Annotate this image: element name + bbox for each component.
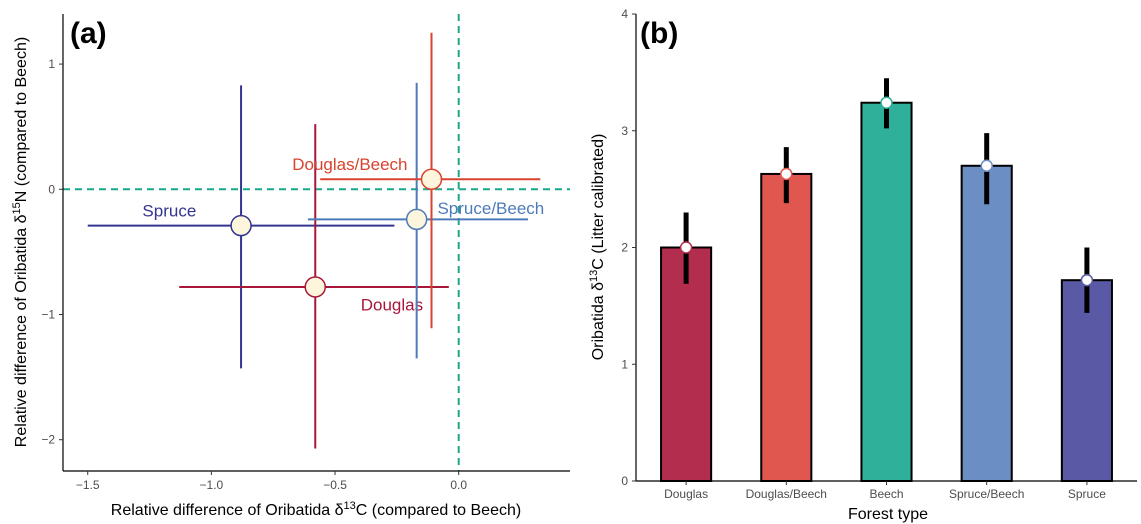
series-spruce: Spruce [87, 85, 395, 369]
bar [760, 172, 813, 482]
series-spruce-beech: Spruce/Beech [307, 82, 544, 359]
mean-point [1080, 273, 1094, 287]
bar-group-douglas-beech [760, 147, 813, 482]
bar [860, 101, 913, 482]
y-axis-title: Oribatida δ13C (Litter calibrated) [588, 134, 607, 361]
bar-group-spruce-beech [960, 133, 1013, 482]
mean-point [880, 96, 893, 109]
bar-group-douglas [660, 212, 713, 482]
x-tick-label: 0.0 [450, 478, 467, 492]
panel-a-scatter: (a) Spruce Douglas Spruce/Beech Douglas/Bee… [11, 14, 570, 519]
series-label: Douglas/Beech [292, 155, 407, 174]
reference-lines [63, 14, 570, 471]
y-tick-label: 0 [48, 182, 55, 196]
data-point [405, 208, 428, 231]
bar-group-spruce [1060, 247, 1113, 482]
y-tick-label: −1 [41, 307, 55, 321]
x-tick-label: −1.5 [76, 478, 100, 492]
panel-b-label: (b) [640, 17, 678, 50]
data-point [230, 214, 252, 237]
x-tick-label: Spruce/Beech [949, 487, 1024, 501]
y-ticks: 0 1 2 3 4 [621, 7, 636, 488]
x-ticks: Douglas Douglas/Beech Beech Spruce/Beech Spr… [664, 481, 1106, 501]
bar [660, 246, 713, 482]
series-douglas: Douglas [179, 124, 449, 449]
y-tick-label: 4 [621, 7, 628, 21]
x-tick-label: Beech [869, 487, 903, 501]
x-tick-label: Douglas/Beech [746, 487, 827, 501]
y-tick-label: −2 [41, 433, 55, 447]
y-tick-label: 2 [621, 241, 628, 255]
series-label: Spruce/Beech [437, 199, 544, 218]
y-tick-label: 1 [621, 357, 628, 371]
data-point [420, 168, 443, 191]
x-tick-label: Spruce [1068, 487, 1106, 501]
x-tick-label: −0.5 [323, 478, 347, 492]
y-tick-label: 1 [48, 57, 55, 71]
panel-b-bar-chart: (b) Douglas Douglas/Beech Beech Spruce/Beec… [588, 7, 1137, 523]
series-label: Spruce [142, 202, 196, 221]
series-label: Douglas [361, 295, 423, 314]
y-axis-title: Relative difference of Oribatida δ15N (c… [11, 37, 30, 447]
series-group: Spruce Douglas Spruce/Beech Douglas/Beech [87, 32, 544, 449]
mean-point [679, 241, 693, 254]
x-tick-label: Douglas [664, 487, 708, 501]
bars-group [660, 78, 1113, 482]
x-axis-title: Relative difference of Oribatida δ13C (c… [111, 500, 521, 519]
x-tick-label: −1.0 [200, 478, 224, 492]
panel-a-label: (a) [70, 17, 107, 50]
bar [960, 164, 1013, 482]
x-axis-title: Forest type [848, 506, 928, 523]
y-tick-label: 0 [621, 474, 628, 488]
y-ticks: −2 −1 0 1 [41, 57, 63, 447]
data-point [304, 276, 327, 298]
y-tick-label: 3 [621, 124, 628, 138]
x-ticks: −1.5 −1.0 −0.5 0.0 [76, 471, 467, 492]
bar [1060, 279, 1113, 482]
mean-point [980, 159, 993, 173]
series-douglas-beech: Douglas/Beech [292, 32, 541, 329]
bar-group-beech [860, 78, 913, 482]
mean-point [780, 167, 793, 181]
